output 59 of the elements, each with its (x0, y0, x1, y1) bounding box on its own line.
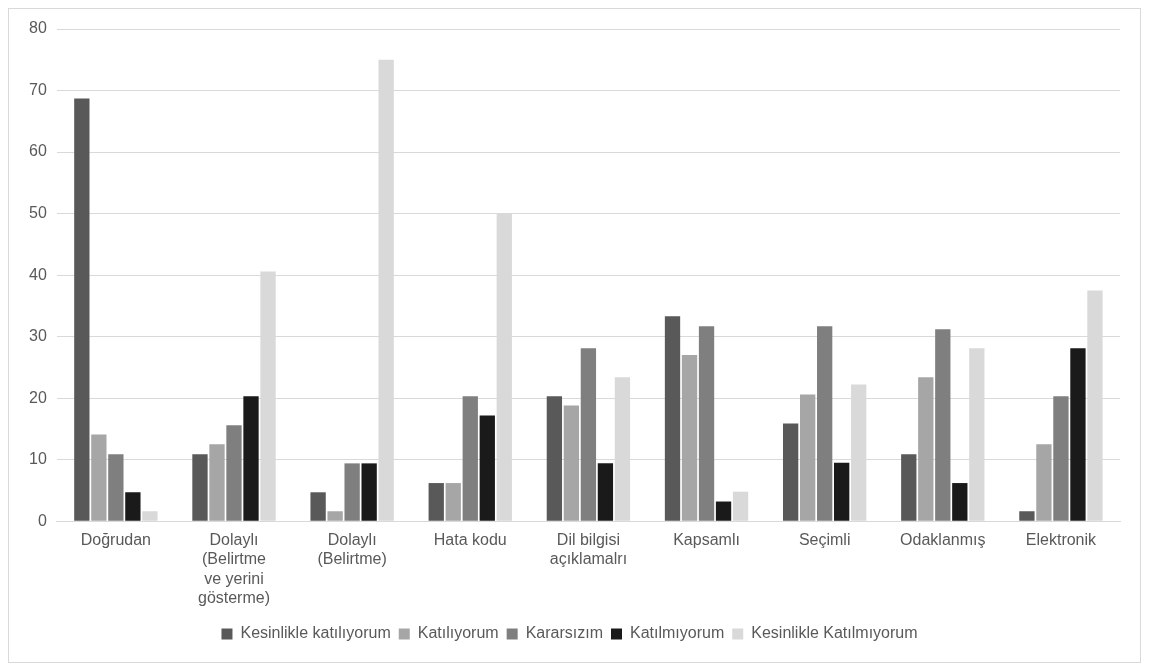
bar (681, 355, 698, 521)
y-tick-label: 70 (29, 80, 47, 98)
y-tick-label: 50 (29, 203, 47, 221)
legend-label: Kararsızım (525, 624, 604, 642)
bar (209, 444, 225, 521)
bar (834, 462, 850, 521)
y-tick-label: 20 (29, 388, 47, 406)
bar (361, 463, 377, 521)
bar (597, 463, 614, 521)
bar (327, 511, 343, 521)
bar (901, 454, 917, 521)
bar (817, 326, 833, 521)
bar (563, 405, 580, 521)
bar (715, 501, 732, 521)
bar (192, 454, 208, 521)
bar (310, 492, 326, 521)
x-tick-label: Seçimli (798, 531, 851, 549)
y-tick-label: 10 (29, 450, 47, 468)
legend-label: Kesinlikle Katılmıyorum (751, 624, 918, 642)
bar (74, 98, 90, 521)
bar (918, 377, 934, 521)
y-tick-label: 80 (29, 19, 47, 37)
bar (226, 425, 242, 521)
bar (952, 483, 968, 521)
bar (479, 415, 495, 521)
bar (935, 329, 951, 521)
x-tick-label: Kapsamlı (673, 531, 740, 549)
x-tick-label: Dolaylı (Belirtme) (317, 531, 387, 568)
y-tick-label: 30 (29, 327, 47, 345)
bar (1053, 396, 1069, 521)
x-tick-label: Dolaylı (Belirtme ve yerini gösterme) (197, 531, 271, 606)
bar (1070, 348, 1086, 521)
bar (428, 483, 444, 521)
bar (580, 348, 597, 521)
bar (664, 316, 681, 521)
bar (108, 454, 124, 521)
bar (546, 396, 563, 521)
bar (344, 463, 360, 521)
legend-label: Katılıyorum (417, 624, 499, 642)
legend-label: Katılmıyorum (630, 624, 725, 642)
bar (91, 434, 107, 521)
x-tick-label: Odaklanmış (900, 531, 986, 549)
bar (782, 423, 799, 521)
y-tick-label: 40 (29, 265, 47, 283)
x-tick-label: Hata kodu (433, 531, 507, 549)
x-tick-label: Dil bilgisi açıklamalrı (549, 531, 628, 568)
y-tick-label: 60 (29, 142, 47, 160)
bar (1019, 511, 1035, 521)
legend-label: Kesinlikle katılıyorum (240, 624, 391, 642)
bar (1036, 444, 1052, 521)
bar (445, 483, 461, 521)
bar (462, 396, 478, 521)
bar (800, 394, 816, 521)
bar (243, 396, 259, 521)
bar (698, 326, 715, 521)
y-tick-label: 0 (37, 511, 47, 529)
x-tick-label: Doğrudan (80, 531, 151, 549)
x-tick-label: Elektronik (1025, 531, 1098, 549)
bar (125, 492, 141, 521)
